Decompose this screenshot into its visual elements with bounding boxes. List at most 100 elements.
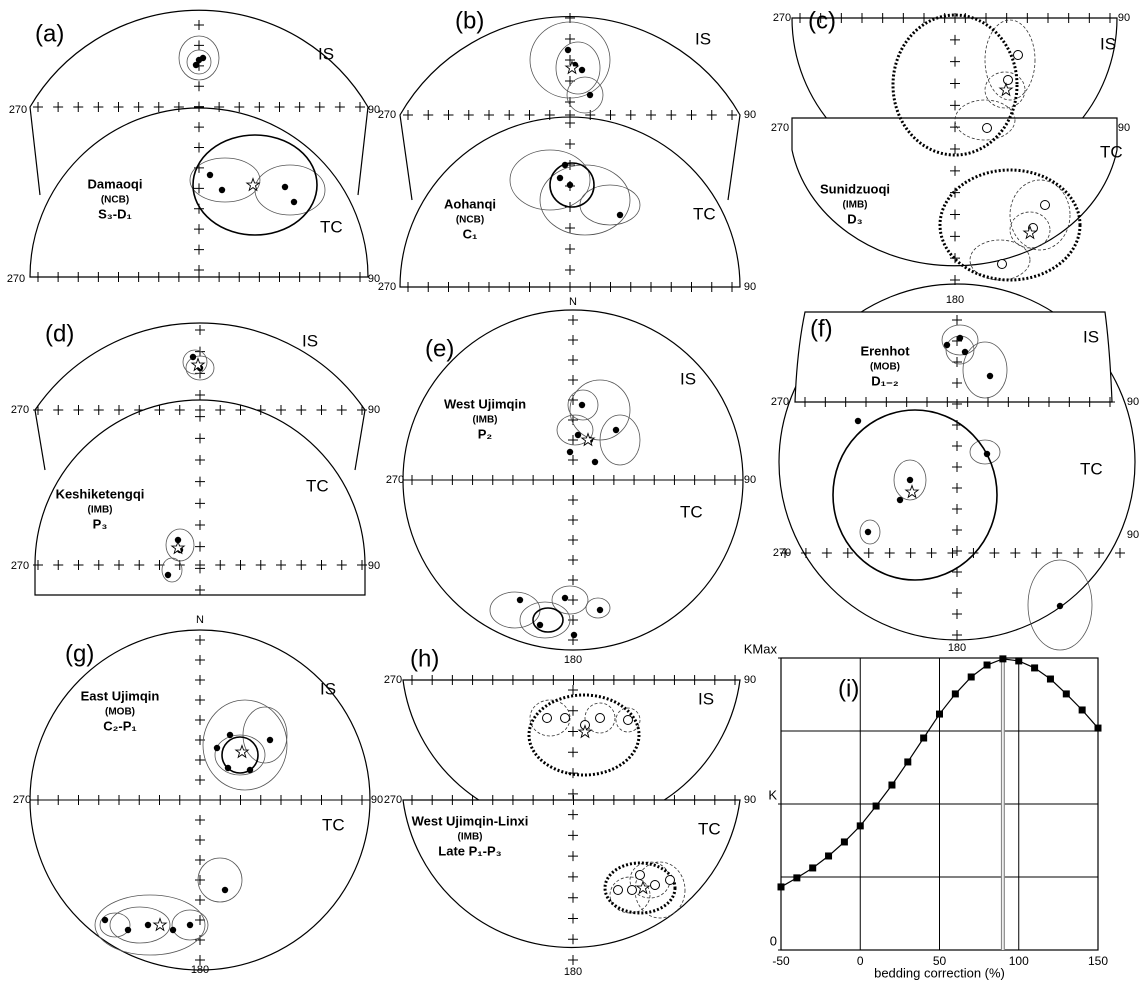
cross	[214, 102, 225, 112]
site-label: P₃	[93, 516, 108, 531]
direction	[578, 66, 586, 74]
cross	[877, 13, 888, 23]
axis-label: 90	[368, 560, 380, 572]
cross	[548, 795, 559, 805]
point	[856, 822, 864, 830]
cross	[93, 795, 104, 805]
axis-label: 90	[744, 281, 756, 293]
confidence-ellipse	[182, 349, 208, 375]
cross	[314, 102, 325, 112]
cross	[336, 560, 347, 570]
point	[1062, 690, 1070, 698]
direction	[542, 713, 552, 723]
cross	[565, 223, 575, 233]
mean-ellipse	[938, 168, 1082, 282]
confidence-ellipse	[161, 557, 183, 583]
cross	[548, 475, 559, 485]
cross	[73, 795, 84, 805]
cross	[952, 630, 962, 640]
cross	[952, 609, 962, 619]
cross	[274, 102, 285, 112]
cross	[113, 102, 124, 112]
direction	[650, 880, 660, 890]
panel-label: (i)	[838, 675, 859, 702]
mean-ellipse	[549, 162, 595, 208]
direction	[124, 926, 132, 934]
cross	[568, 355, 578, 365]
direction	[896, 496, 904, 504]
cross	[134, 560, 145, 570]
cross	[730, 475, 740, 485]
axis-label: 90	[1127, 529, 1139, 541]
cross	[730, 675, 740, 685]
cross	[568, 726, 578, 737]
confidence-ellipse	[1027, 559, 1093, 651]
panel-label: (c)	[808, 7, 836, 34]
confidence-ellipse	[585, 597, 611, 619]
cross	[952, 357, 962, 367]
y-tick-label: K	[768, 787, 777, 802]
cross	[950, 209, 960, 220]
axis-label: 90	[368, 404, 380, 416]
confidence-ellipse	[941, 324, 979, 356]
cross	[114, 560, 124, 570]
cross	[173, 102, 184, 112]
cross	[568, 851, 578, 862]
site-label: S₃-D₁	[98, 206, 132, 221]
point	[983, 661, 991, 669]
point	[967, 673, 975, 681]
confidence-ellipse	[185, 355, 215, 381]
cross	[836, 13, 847, 23]
axis-label: 90	[1118, 122, 1130, 134]
cross	[316, 560, 327, 570]
direction	[1003, 75, 1013, 85]
cross	[528, 795, 539, 805]
cross	[93, 272, 104, 282]
confidence-ellipse	[519, 601, 571, 639]
cross	[423, 110, 434, 120]
cross	[314, 272, 325, 282]
direction	[206, 171, 214, 179]
upper-label: IS	[302, 331, 318, 350]
cross	[585, 110, 596, 120]
direction	[596, 606, 604, 614]
upper-label: IS	[318, 44, 334, 63]
x-tick-label: 0	[857, 954, 864, 968]
cross	[507, 795, 518, 805]
confidence-ellipse	[189, 157, 261, 203]
mean-direction	[245, 177, 261, 192]
confidence-ellipse	[94, 894, 206, 956]
cross	[686, 110, 697, 120]
axis-label: 270	[386, 474, 404, 486]
cross	[194, 81, 204, 92]
direction	[564, 46, 572, 54]
cross	[669, 475, 680, 485]
cross	[195, 585, 205, 595]
confidence-ellipse	[984, 71, 1026, 109]
upper-label: IS	[680, 369, 696, 388]
cross	[357, 405, 367, 415]
axis-label: 270	[11, 560, 29, 572]
cross	[968, 548, 979, 558]
site-label: Erenhot	[860, 343, 910, 358]
cross	[194, 244, 204, 255]
cross	[443, 282, 454, 292]
cross	[427, 475, 438, 485]
cross	[669, 795, 680, 805]
cross	[447, 475, 458, 485]
axis-label: 90	[1127, 396, 1139, 408]
cross	[1043, 13, 1053, 23]
cross	[898, 13, 909, 23]
confidence-ellipse	[969, 239, 1031, 281]
cross	[504, 282, 515, 292]
cross	[863, 548, 874, 558]
cross	[524, 110, 535, 120]
cross	[942, 397, 953, 407]
cross	[588, 795, 599, 805]
cross	[407, 475, 417, 485]
cross	[884, 548, 895, 558]
direction	[213, 744, 221, 752]
panel-label: (d)	[45, 320, 74, 347]
axis-label: 90	[1118, 12, 1130, 24]
cross	[666, 110, 677, 120]
